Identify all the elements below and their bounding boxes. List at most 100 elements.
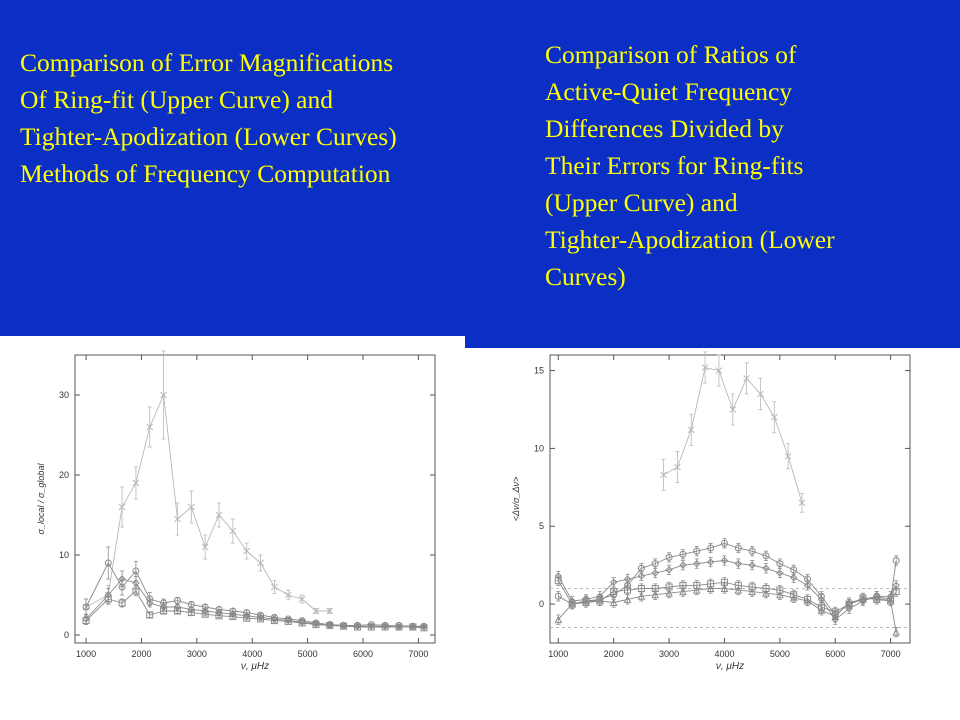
left-chart-data-point (257, 559, 264, 567)
left-chart-data-point (82, 617, 90, 625)
left-chart-data-point (146, 423, 154, 431)
left-caption-line: Comparison of Error Magnifications (20, 48, 394, 77)
right-chart-data-point (651, 569, 659, 577)
left-chart-x-tick-label: 6000 (353, 649, 373, 659)
left-chart-data-point (160, 607, 168, 615)
left-chart-data-point (284, 616, 292, 625)
left-chart-data-point (118, 599, 126, 607)
right-chart-data-point (679, 550, 687, 558)
left-chart-x-tick-label: 3000 (187, 649, 207, 659)
left-chart-data-point (146, 599, 154, 607)
left-chart-series-line (85, 393, 330, 612)
right-chart-data-point (554, 615, 563, 624)
left-chart-data-point (409, 623, 417, 631)
right-chart-data-point (748, 561, 756, 569)
right-chart-data-point (665, 566, 673, 574)
right-chart-data-point (568, 599, 576, 608)
right-chart-x-tick-label: 2000 (604, 649, 624, 659)
left-chart-data-point (353, 623, 361, 631)
left-caption-line: Methods of Frequency Computation (20, 159, 391, 188)
right-chart-series-0 (660, 351, 806, 513)
right-chart-data-point (892, 556, 900, 564)
right-chart-data-point (715, 367, 723, 374)
right-caption-line: Their Errors for Ring-fits (545, 151, 804, 180)
right-chart-data-point (762, 589, 770, 597)
right-chart-data-point (637, 572, 646, 580)
left-chart-data-point (326, 607, 334, 615)
left-chart-data-point (284, 617, 292, 625)
left-chart-data-point (173, 607, 181, 615)
left-caption-line: Tighter-Apodization (Lower Curves) (20, 122, 397, 151)
left-chart-data-point (298, 618, 306, 626)
left-chart-y-tick-label: 10 (59, 550, 69, 560)
right-chart-y-tick-label: 5 (539, 521, 544, 531)
right-chart-data-point (748, 587, 756, 596)
left-chart-data-point (284, 591, 292, 599)
right-chart-data-point (798, 499, 806, 507)
left-chart-data-point (146, 611, 154, 619)
right-caption-line: Curves) (545, 262, 626, 291)
right-chart-data-point (623, 595, 632, 603)
right-chart-data-point (817, 606, 826, 614)
left-chart-x-axis-label: ν, μHz (241, 661, 269, 672)
right-chart-data-point (886, 596, 895, 605)
left-chart-data-point (132, 567, 140, 575)
right-chart-data-point (582, 598, 590, 607)
left-chart-data-point (312, 620, 320, 628)
right-chart-data-point (762, 564, 770, 572)
left-chart-y-axis-label: σ_local / σ_global (36, 463, 46, 535)
right-chart-data-point (757, 390, 764, 398)
right-chart-series-4 (554, 583, 900, 638)
left-chart-data-point (420, 623, 428, 631)
left-chart-data-point (257, 615, 265, 623)
left-chart-data-point (201, 543, 209, 551)
right-caption-line: Tighter-Apodization (Lower (545, 225, 835, 254)
right-caption-line: Differences Divided by (545, 114, 784, 143)
left-chart-data-point (243, 547, 251, 555)
right-chart-data-point (776, 590, 784, 599)
left-chart-data-point (298, 595, 306, 603)
right-chart-x-tick-label: 3000 (659, 649, 679, 659)
right-chart-data-point (776, 560, 784, 568)
right-chart-data-point (610, 588, 618, 596)
right-chart-data-point (651, 590, 660, 599)
right-chart-data-point (789, 573, 798, 582)
left-chart-data-point (215, 612, 223, 620)
left-caption-banner (0, 0, 465, 336)
right-chart-data-point (624, 586, 632, 594)
left-chart-data-point (187, 609, 195, 617)
right-caption: Comparison of Ratios of Active-Quiet Fre… (545, 36, 945, 295)
left-chart-data-point (187, 503, 195, 511)
right-chart-x-tick-label: 6000 (825, 649, 845, 659)
left-chart-data-point (312, 607, 320, 615)
left-chart-data-point (201, 610, 209, 618)
error-magnification-chart: 1000 2000 3000 4000 5000 6000 7000 0 10 20 30 ν, μH… (36, 350, 436, 672)
right-chart-data-point (776, 569, 784, 577)
right-caption-banner (465, 0, 960, 348)
right-chart-data-point (554, 577, 562, 585)
right-chart-data-point (665, 589, 673, 597)
left-chart-x-tick-label: 2000 (131, 649, 151, 659)
left-chart-data-point (420, 624, 428, 632)
left-chart-data-point (174, 515, 181, 523)
left-chart-data-point (243, 614, 251, 622)
left-chart-data-point (298, 619, 306, 627)
left-chart-x-tick-label: 7000 (408, 649, 428, 659)
left-chart-data-point (381, 623, 389, 631)
right-chart-data-point (701, 364, 709, 371)
left-chart-data-point (160, 391, 167, 399)
left-chart-data-point (118, 575, 126, 583)
right-chart-data-point (770, 413, 778, 421)
left-chart-y-tick-label: 30 (59, 390, 69, 400)
left-chart-plot-frame (74, 354, 436, 644)
right-chart-data-point (892, 588, 900, 596)
right-chart-x-tick-label: 5000 (770, 649, 790, 659)
right-chart-data-point (623, 575, 632, 583)
right-chart-data-point (743, 374, 750, 382)
left-chart-data-point (395, 623, 403, 631)
right-chart-plot-frame (549, 354, 911, 644)
right-chart-data-point (734, 544, 742, 552)
left-chart-data-point (229, 527, 237, 535)
right-chart-data-point (784, 452, 792, 460)
right-chart-data-point (892, 627, 900, 636)
